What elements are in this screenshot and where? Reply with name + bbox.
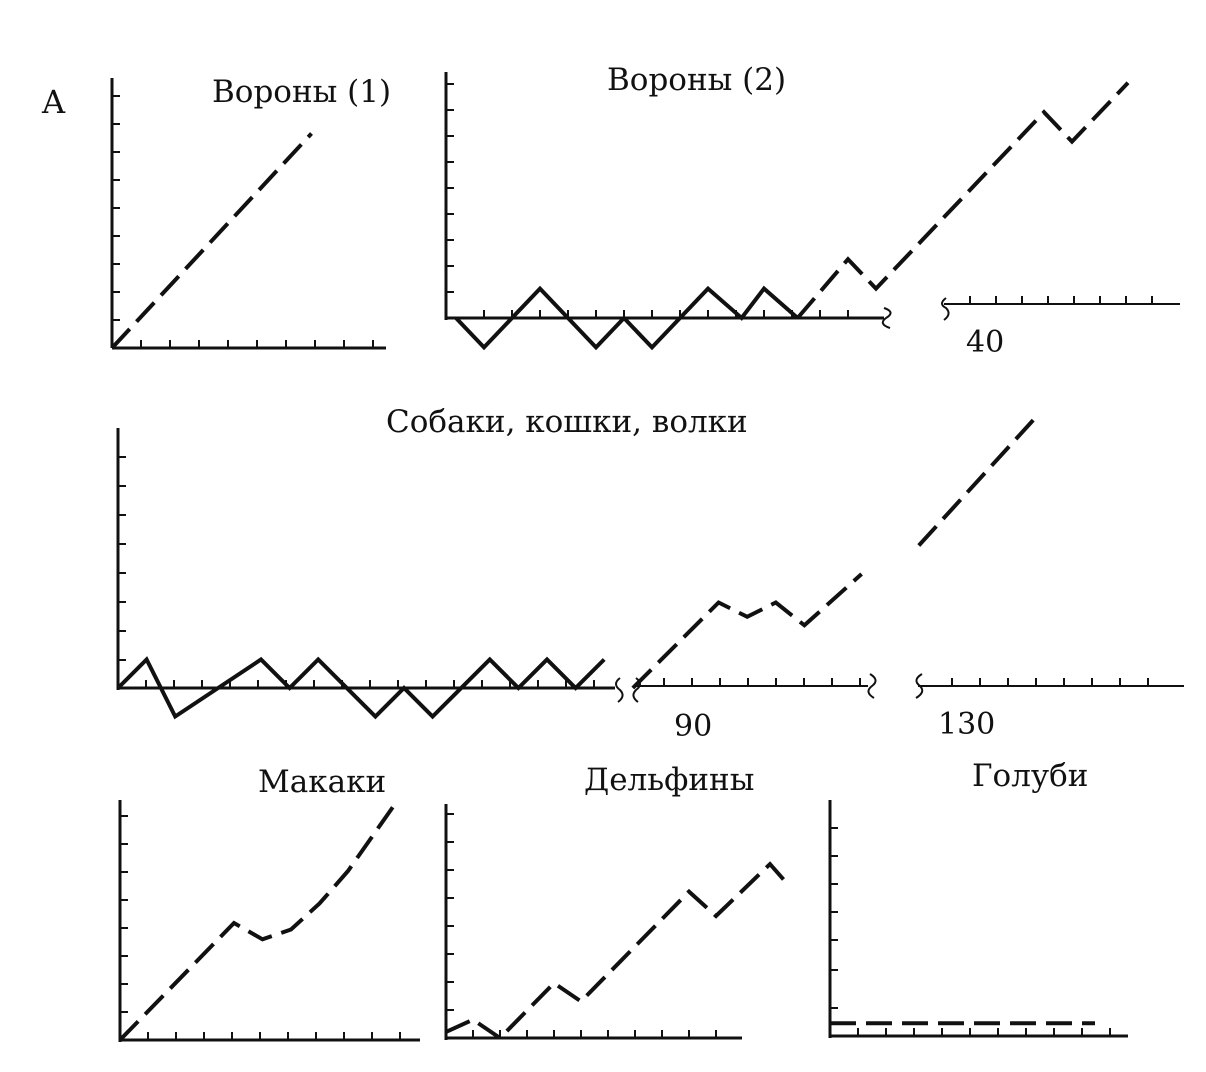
series-line-crows2-0: [454, 285, 799, 351]
panel-dolphins: Дельфины: [444, 762, 785, 1041]
plot-area-crows1: [110, 132, 313, 350]
plot-area-macaques: [118, 804, 396, 1042]
chart-title-pigeons: Голуби: [972, 758, 1088, 794]
chart-title-macaques: Макаки: [258, 764, 386, 800]
xticks-macaques: [147, 1032, 401, 1040]
plot-area-dogs-cats-wolves: [116, 418, 1035, 720]
panel-letter: A: [41, 83, 66, 121]
series-line-dolphins-0: [445, 861, 785, 1041]
panel-dogs-cats-wolves: Собаки, кошки, волки: [116, 404, 1184, 744]
axes-macaques: [118, 800, 420, 1042]
series-line-dogs-1: [631, 572, 863, 690]
xticks-crows2: [483, 296, 1153, 318]
plot-area-dolphins: [445, 861, 785, 1041]
series-line-crows2-1: [796, 81, 1130, 320]
xticks-crows1: [140, 340, 374, 348]
yticks-dogs-cats-wolves: [118, 456, 126, 661]
chart-title-crows1: Вороны (1): [212, 74, 391, 110]
axes-dolphins: [444, 804, 742, 1040]
chart-title-crows2: Вороны (2): [607, 62, 786, 98]
break-label-90: 90: [674, 709, 712, 744]
yticks-crows1: [112, 95, 120, 321]
plot-area-crows2: [454, 81, 1130, 351]
chart-title-dogs-cats-wolves: Собаки, кошки, волки: [386, 404, 748, 440]
axes-pigeons: [828, 800, 1128, 1038]
yticks-macaques: [120, 815, 128, 1013]
series-line-crows1-0: [110, 132, 313, 350]
panel-pigeons: Голуби: [828, 758, 1128, 1038]
series-line-macaques-0: [118, 804, 396, 1042]
axes-crows1: [110, 78, 386, 350]
series-line-dogs-0: [116, 656, 606, 720]
yticks-crows2: [446, 83, 454, 293]
axes-dogs-cats-wolves: [116, 428, 1184, 703]
panel-macaques: Макаки: [118, 764, 420, 1042]
yticks-dolphins: [446, 813, 454, 1011]
panel-crows2: Вороны (2) 40: [444, 62, 1180, 360]
chart-title-dolphins: Дельфины: [584, 762, 754, 798]
axes-crows2: [444, 72, 1180, 329]
break-label-130: 130: [938, 707, 995, 742]
panel-crows1: Вороны (1): [110, 74, 391, 350]
break-label-40: 40: [966, 325, 1004, 360]
series-line-dogs-2: [917, 418, 1035, 547]
xticks-pigeons: [857, 1028, 1111, 1036]
xticks-dolphins: [472, 1030, 717, 1038]
yticks-pigeons: [830, 827, 838, 1009]
